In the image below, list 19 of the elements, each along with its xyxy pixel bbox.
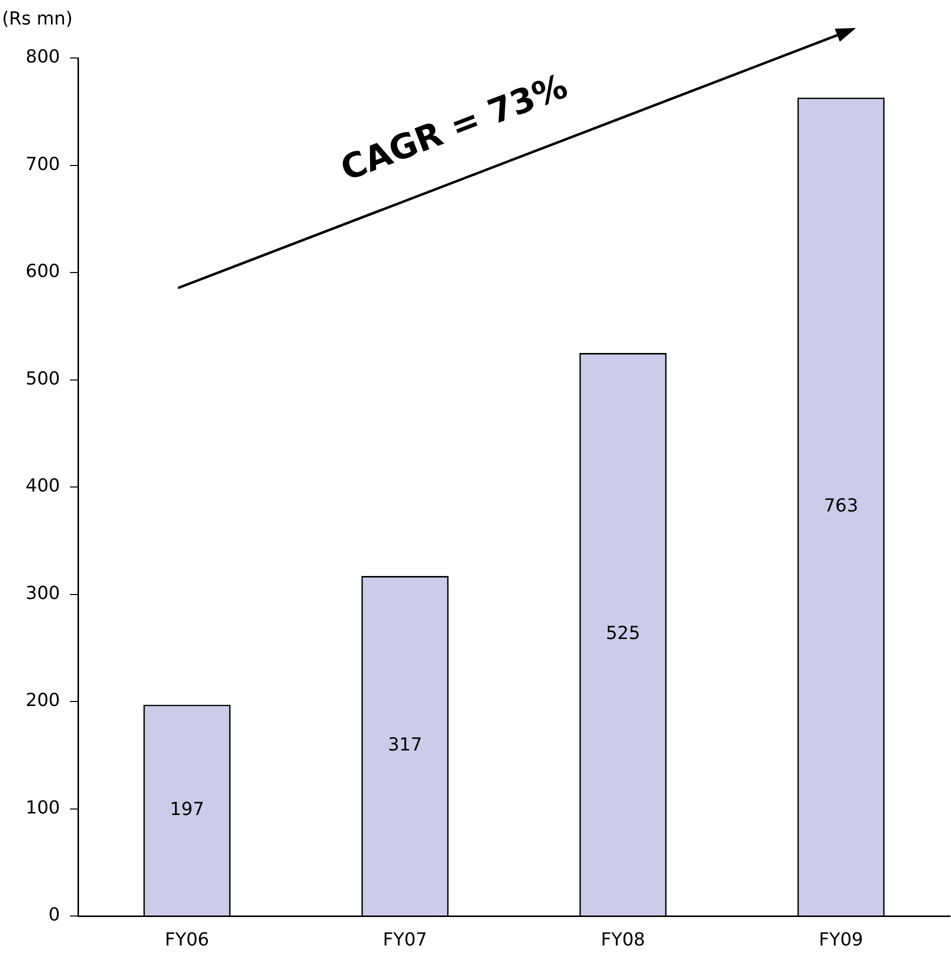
x-tick-label: FY09 (818, 929, 864, 950)
data-label: 525 (606, 622, 640, 644)
y-tick-label: 700 (26, 154, 60, 175)
y-tick-label: 400 (26, 476, 60, 497)
y-axis-title: (Rs mn) (2, 8, 73, 30)
y-tick-label: 600 (26, 261, 60, 282)
data-label: 763 (824, 495, 858, 516)
y-tick-label: 200 (26, 690, 60, 712)
y-tick-label: 300 (26, 582, 60, 604)
data-label: 317 (388, 734, 422, 756)
x-tick-label: FY07 (382, 929, 428, 950)
x-tick-label: FY06 (164, 929, 210, 950)
y-tick-label: 100 (26, 797, 60, 818)
x-tick-label: FY08 (600, 929, 646, 950)
annotation: CAGR = 73% (336, 66, 573, 190)
y-tick-label: 500 (26, 368, 60, 390)
data-label: 197 (170, 798, 204, 820)
y-tick-label: 800 (26, 46, 60, 68)
y-tick-label: 0 (48, 904, 60, 926)
